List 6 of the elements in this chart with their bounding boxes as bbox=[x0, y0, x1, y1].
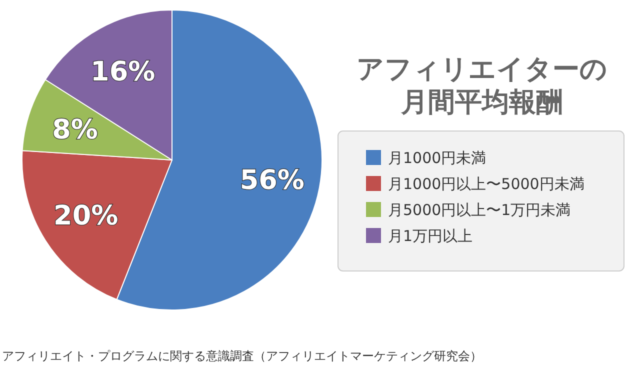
legend-label: 月5000円以上〜1万円未満 bbox=[388, 201, 571, 219]
annotation: アフィリエイト・プログラムに関する意識調査（アフィリエイトマーケティング研究会） bbox=[2, 349, 482, 363]
legend-label: 月1000円未満 bbox=[388, 149, 486, 167]
legend-label: 月1万円以上 bbox=[388, 227, 473, 245]
legend-label: 月1000円以上〜5000円未満 bbox=[388, 175, 584, 193]
title: アフィリエイターの月間平均報酬 bbox=[356, 54, 608, 118]
